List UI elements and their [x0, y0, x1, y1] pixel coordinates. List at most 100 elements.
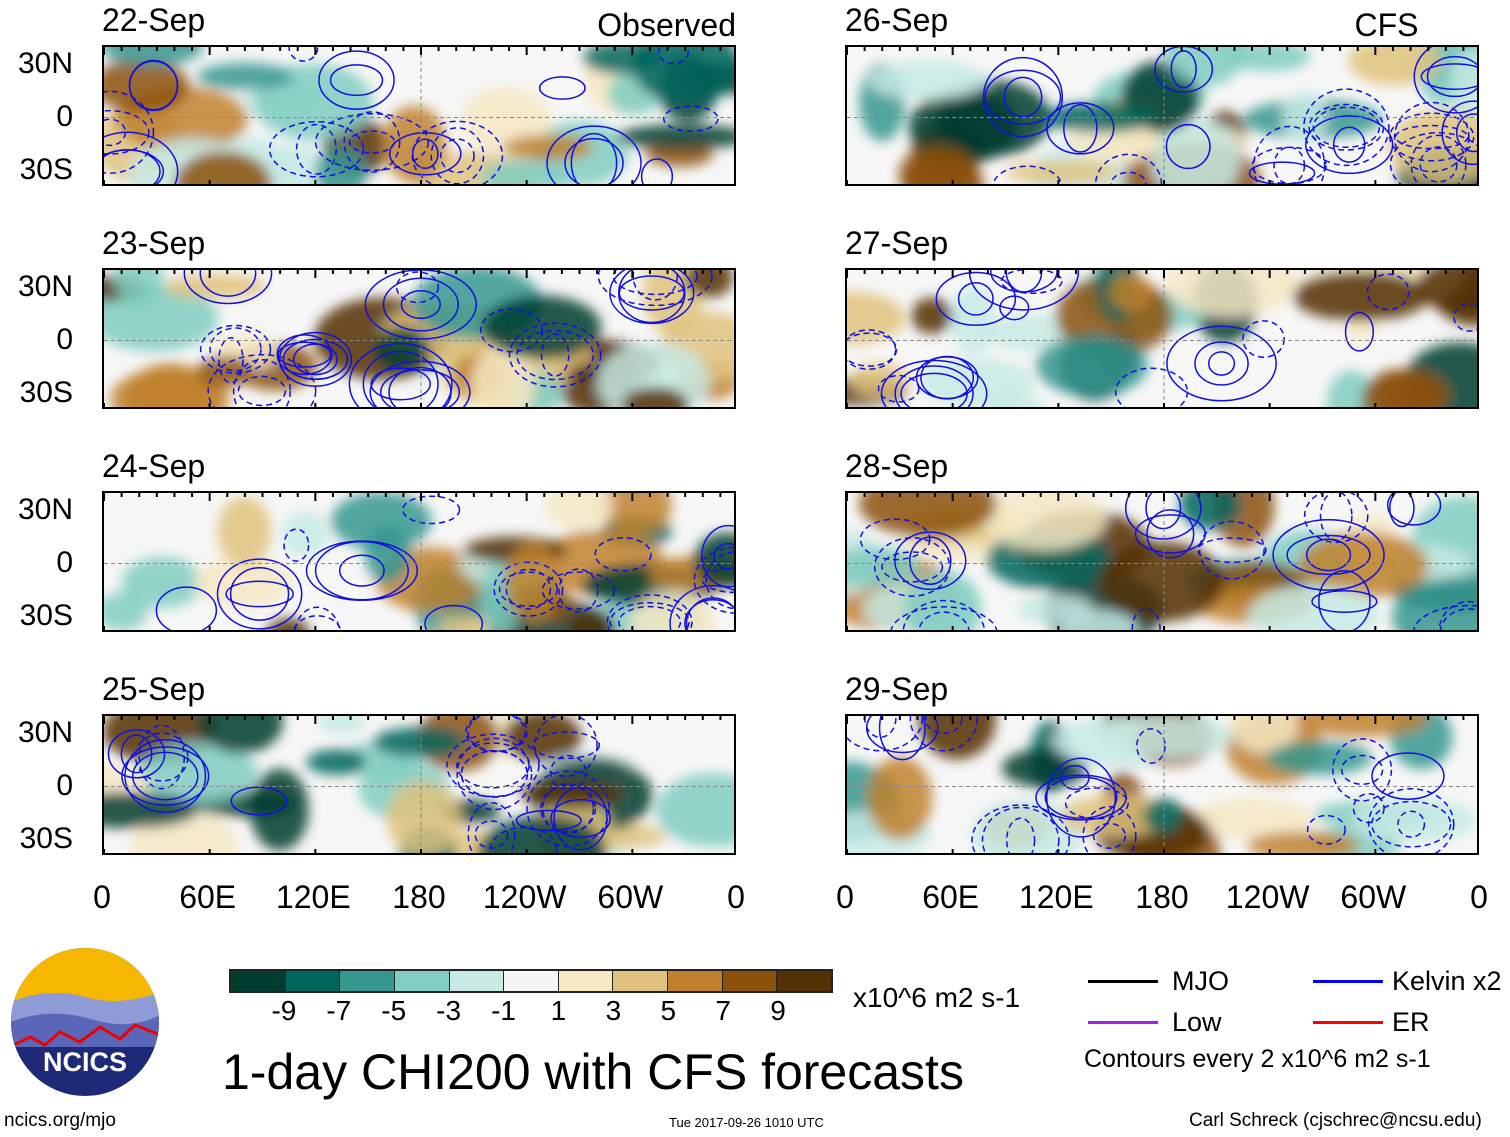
kelvin-contour — [982, 56, 1064, 138]
kelvin-contour — [881, 551, 944, 583]
kelvin-contour — [1114, 367, 1189, 407]
anomaly-blob — [121, 556, 203, 609]
kelvin-contour — [439, 138, 475, 174]
kelvin-contour — [1305, 538, 1352, 572]
lon-tick-label: 120W — [1225, 879, 1310, 915]
kelvin-contour — [1306, 814, 1346, 845]
kelvin-contour — [900, 372, 968, 407]
anomaly-blob — [364, 524, 410, 584]
anomaly-blob — [266, 618, 310, 630]
map-svg — [847, 493, 1477, 630]
anomaly-blob — [1295, 716, 1429, 737]
lat-tick-label: 30N — [17, 493, 73, 526]
kelvin-contour — [1426, 55, 1477, 98]
anomaly-blob — [1351, 797, 1477, 843]
kelvin-contour — [104, 109, 150, 155]
kelvin-contour — [1194, 341, 1249, 386]
kelvin-contour — [957, 281, 994, 316]
kelvin-contour — [1063, 103, 1098, 153]
kelvin-contour — [1272, 519, 1385, 591]
kelvin-contour — [288, 47, 319, 62]
map-svg — [104, 493, 734, 630]
anomaly-blob — [478, 815, 607, 853]
kelvin-contour — [1397, 810, 1426, 838]
legend-label: Kelvin x2 — [1392, 966, 1502, 996]
anomaly-blob — [1163, 47, 1247, 87]
kelvin-contour — [1371, 752, 1445, 800]
kelvin-contour — [1304, 115, 1394, 175]
anomaly-blob — [138, 741, 258, 805]
anomaly-blob — [306, 749, 367, 776]
kelvin-contour — [1455, 113, 1477, 153]
kelvin-contour — [474, 820, 509, 849]
kelvin-contour — [990, 270, 1058, 293]
anomaly-blob — [655, 773, 734, 847]
kelvin-contour — [207, 354, 317, 407]
kelvin-contour — [467, 802, 516, 853]
kelvin-contour — [292, 343, 338, 376]
lat-tick-label: 30N — [17, 270, 73, 303]
kelvin-contour — [1166, 325, 1277, 402]
anomaly-blob — [520, 780, 623, 809]
colorbar-label: -1 — [491, 995, 516, 1026]
kelvin-contour — [684, 599, 734, 630]
kelvin-contour — [104, 90, 155, 174]
kelvin-contour — [107, 729, 166, 779]
anomaly-blob — [1416, 270, 1477, 315]
footer-url[interactable]: ncics.org/mjo — [4, 1110, 116, 1131]
colorbar-label: 3 — [605, 995, 622, 1026]
kelvin-contour — [1170, 50, 1197, 89]
kelvin-contour — [1094, 153, 1163, 184]
kelvin-contour — [534, 716, 598, 778]
lon-tick-label: 180 — [1135, 879, 1189, 915]
kelvin-contour — [1003, 76, 1043, 118]
anomaly-blob — [847, 291, 906, 345]
kelvin-contour — [401, 495, 461, 525]
map-panel — [102, 491, 736, 632]
anomaly-blob — [315, 146, 367, 184]
panel-date: 26-Sep — [845, 2, 949, 38]
anomaly-blob — [504, 542, 561, 622]
kelvin-contour — [1386, 493, 1442, 526]
kelvin-contour — [549, 754, 587, 791]
kelvin-contour — [847, 332, 898, 367]
kelvin-contour — [658, 47, 689, 65]
kelvin-contour — [508, 322, 602, 388]
kelvin-contour — [558, 568, 599, 613]
anomaly-blob — [104, 58, 190, 113]
map-svg — [104, 716, 734, 853]
kelvin-contour — [609, 270, 695, 325]
kelvin-contour — [467, 716, 526, 752]
anomaly-blob — [1348, 47, 1442, 86]
anomaly-blob — [197, 62, 294, 91]
kelvin-contour — [1389, 112, 1475, 162]
lat-tick-label: 0 — [56, 546, 73, 579]
anomaly-blob — [114, 270, 164, 308]
anomaly-blob — [898, 145, 979, 184]
anomaly-blob — [104, 47, 204, 67]
kelvin-contour — [1273, 146, 1306, 184]
kelvin-contour — [894, 365, 974, 407]
lat-tick-label: 0 — [56, 100, 73, 133]
anomaly-blob — [1001, 748, 1089, 788]
kelvin-contour — [1064, 787, 1129, 820]
kelvin-contour — [594, 537, 652, 572]
anomaly-blob — [985, 395, 1048, 407]
kelvin-contour — [515, 809, 582, 832]
colorbar-swatch — [668, 971, 723, 991]
colorbar-swatch — [777, 971, 832, 991]
kelvin-contour — [935, 271, 1017, 326]
map-svg — [847, 270, 1477, 407]
anomaly-blob — [1108, 273, 1152, 312]
kelvin-contour — [1286, 534, 1371, 576]
legend-line-kelvin — [1313, 980, 1383, 983]
anomaly-blob — [372, 727, 466, 758]
kelvin-contour — [343, 111, 401, 173]
lon-tick-label: 120E — [275, 879, 351, 915]
kelvin-contour — [617, 270, 686, 324]
colorbar-swatch — [340, 971, 395, 991]
anomaly-blob — [1165, 270, 1298, 317]
kelvin-contour — [479, 308, 544, 353]
kelvin-contour — [564, 137, 624, 184]
colorbar-label: 1 — [550, 995, 567, 1026]
